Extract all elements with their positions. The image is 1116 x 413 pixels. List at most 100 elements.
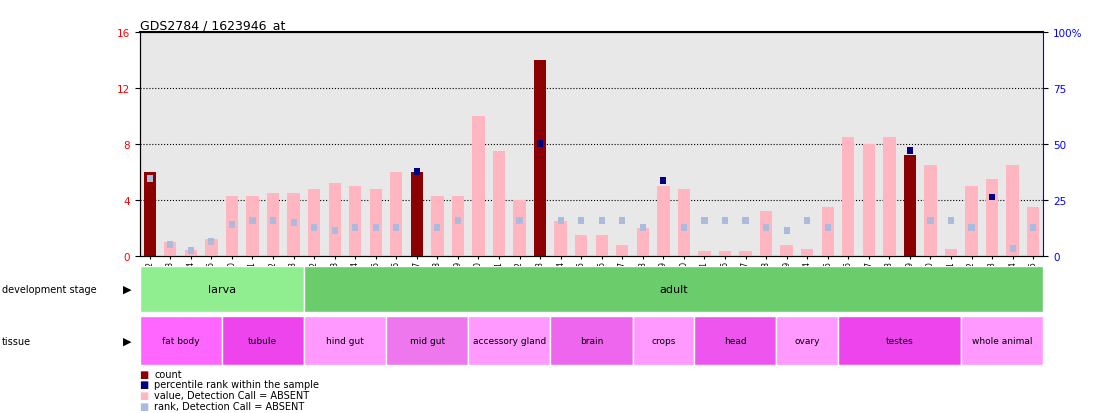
Bar	[304, 266, 1043, 312]
Bar	[144, 173, 156, 256]
Bar	[1030, 225, 1037, 232]
Text: rank, Detection Call = ABSENT: rank, Detection Call = ABSENT	[154, 401, 305, 411]
Bar	[469, 316, 550, 366]
Bar	[989, 194, 995, 201]
Bar	[575, 235, 587, 256]
Bar	[633, 316, 694, 366]
Bar	[969, 225, 974, 232]
Text: ■: ■	[140, 369, 148, 379]
Text: percentile rank within the sample: percentile rank within the sample	[154, 380, 319, 389]
Text: development stage: development stage	[2, 284, 97, 294]
Text: larva: larva	[208, 284, 235, 294]
Bar	[391, 173, 403, 256]
Bar	[616, 245, 628, 256]
Bar	[140, 316, 222, 366]
Bar	[961, 316, 1043, 366]
Bar	[805, 218, 810, 225]
Text: count: count	[154, 369, 182, 379]
Bar	[719, 252, 731, 256]
Bar	[328, 183, 340, 256]
Text: brain: brain	[580, 336, 603, 345]
Bar	[455, 218, 461, 225]
Bar	[596, 235, 608, 256]
Bar	[619, 218, 625, 225]
Bar	[164, 242, 176, 256]
Text: ■: ■	[140, 401, 148, 411]
Bar	[777, 316, 838, 366]
Bar	[1007, 166, 1019, 256]
Bar	[247, 196, 259, 256]
Text: fat body: fat body	[162, 336, 200, 345]
Bar	[947, 218, 954, 225]
Text: head: head	[724, 336, 747, 345]
Bar	[843, 138, 855, 256]
Bar	[677, 189, 690, 256]
Bar	[801, 249, 814, 256]
Bar	[825, 225, 830, 232]
Bar	[838, 316, 961, 366]
Bar	[985, 179, 999, 256]
Text: ■: ■	[140, 380, 148, 389]
Text: GDS2784 / 1623946_at: GDS2784 / 1623946_at	[140, 19, 285, 32]
Bar	[353, 225, 358, 232]
Bar	[742, 218, 749, 225]
Bar	[945, 249, 958, 256]
Bar	[1027, 207, 1039, 256]
Bar	[661, 177, 666, 184]
Bar	[434, 225, 441, 232]
Text: value, Detection Call = ABSENT: value, Detection Call = ABSENT	[154, 390, 309, 400]
Bar	[209, 239, 214, 246]
Bar	[578, 218, 585, 225]
Bar	[411, 173, 423, 256]
Text: hind gut: hind gut	[326, 336, 364, 345]
Text: tissue: tissue	[2, 336, 31, 346]
Bar	[225, 196, 238, 256]
Bar	[493, 152, 506, 256]
Bar	[555, 221, 567, 256]
Bar	[452, 196, 464, 256]
Bar	[701, 218, 708, 225]
Bar	[393, 225, 400, 232]
Text: whole animal: whole animal	[972, 336, 1032, 345]
Bar	[924, 166, 936, 256]
Text: testes: testes	[886, 336, 914, 345]
Bar	[311, 225, 317, 232]
Bar	[222, 316, 304, 366]
Bar	[965, 186, 978, 256]
Text: ovary: ovary	[795, 336, 820, 345]
Bar	[431, 196, 443, 256]
Bar	[821, 207, 834, 256]
Bar	[763, 225, 769, 232]
Bar	[146, 176, 153, 183]
Bar	[636, 228, 650, 256]
Bar	[185, 250, 198, 256]
Bar	[290, 219, 297, 226]
Text: mid gut: mid gut	[410, 336, 444, 345]
Bar	[205, 239, 218, 256]
Bar	[598, 218, 605, 225]
Bar	[249, 218, 256, 225]
Bar	[513, 200, 526, 256]
Bar	[187, 247, 194, 254]
Bar	[304, 316, 386, 366]
Text: ▶: ▶	[123, 284, 132, 294]
Bar	[140, 266, 304, 312]
Bar	[331, 228, 338, 235]
Bar	[386, 316, 469, 366]
Text: ▶: ▶	[123, 336, 132, 346]
Bar	[722, 218, 728, 225]
Bar	[270, 218, 276, 225]
Bar	[558, 218, 564, 225]
Bar	[517, 218, 522, 225]
Bar	[369, 189, 382, 256]
Bar	[229, 222, 235, 229]
Bar	[907, 148, 913, 155]
Bar	[694, 316, 777, 366]
Bar	[267, 193, 279, 256]
Bar	[472, 116, 484, 256]
Bar	[639, 225, 646, 232]
Text: ■: ■	[140, 390, 148, 400]
Bar	[927, 218, 934, 225]
Bar	[681, 225, 687, 232]
Bar	[883, 138, 895, 256]
